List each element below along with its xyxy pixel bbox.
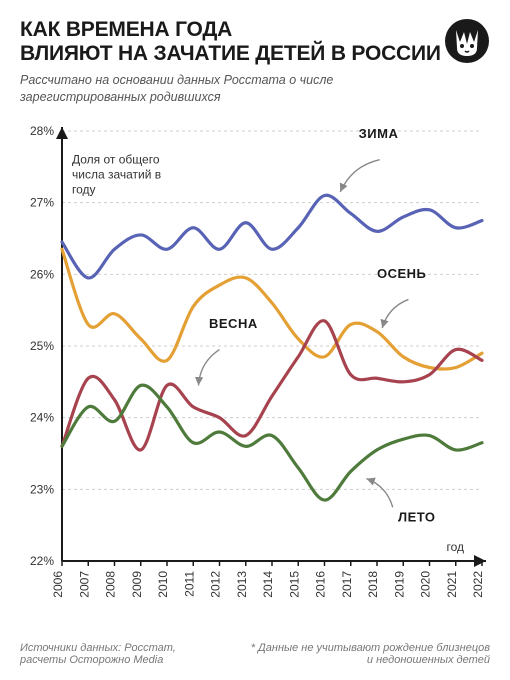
title-line-1: КАК ВРЕМЕНА ГОДА	[20, 18, 490, 42]
svg-text:27%: 27%	[30, 195, 54, 209]
series-label-ОСЕНЬ: ОСЕНЬ	[377, 266, 426, 281]
svg-text:Доля от общего: Доля от общего	[72, 152, 160, 166]
header: КАК ВРЕМЕНА ГОДА ВЛИЯЮТ НА ЗАЧАТИЕ ДЕТЕЙ…	[0, 0, 510, 111]
label-arrow	[199, 349, 220, 385]
svg-text:2012: 2012	[209, 570, 223, 597]
page-title: КАК ВРЕМЕНА ГОДА ВЛИЯЮТ НА ЗАЧАТИЕ ДЕТЕЙ…	[20, 18, 490, 66]
svg-text:2007: 2007	[77, 570, 91, 597]
logo-icon	[444, 18, 490, 64]
svg-text:2020: 2020	[419, 570, 433, 597]
chart: 23% 24% 25% 26% 27% 28% 22% 2006 2007 2008 2009 201…	[20, 121, 490, 626]
svg-text:28%: 28%	[30, 124, 54, 138]
series-ВЕСНА	[62, 320, 482, 449]
svg-text:24%: 24%	[30, 410, 54, 424]
chart-svg: 23% 24% 25% 26% 27% 28% 22% 2006 2007 2008 2009 201…	[20, 121, 490, 621]
svg-text:2017: 2017	[340, 570, 354, 597]
subtitle: Рассчитано на основании данных Росстата …	[20, 72, 440, 105]
svg-text:25%: 25%	[30, 339, 54, 353]
svg-text:26%: 26%	[30, 267, 54, 281]
svg-text:год: год	[446, 540, 464, 554]
svg-text:2022: 2022	[471, 570, 485, 597]
footer-note: * Данные не учитывают рождение близнецов…	[250, 642, 490, 666]
svg-text:2011: 2011	[182, 570, 196, 596]
svg-text:2006: 2006	[51, 570, 65, 597]
svg-text:2016: 2016	[314, 570, 328, 597]
label-arrow	[382, 299, 408, 328]
footer: Источники данных: Росстат, расчеты Остор…	[20, 642, 490, 666]
series-ЛЕТО	[62, 385, 482, 500]
svg-text:2008: 2008	[104, 570, 118, 597]
svg-text:2009: 2009	[130, 570, 144, 597]
svg-text:2010: 2010	[156, 570, 170, 597]
series-label-ВЕСНА: ВЕСНА	[209, 316, 258, 331]
svg-text:2015: 2015	[287, 570, 301, 597]
svg-text:2018: 2018	[366, 570, 380, 597]
series-label-ЛЕТО: ЛЕТО	[398, 509, 436, 524]
title-line-2: ВЛИЯЮТ НА ЗАЧАТИЕ ДЕТЕЙ В РОССИИ	[20, 42, 490, 66]
svg-text:22%: 22%	[30, 554, 54, 568]
svg-text:23%: 23%	[30, 482, 54, 496]
svg-text:2021: 2021	[445, 570, 459, 597]
footer-source: Источники данных: Росстат, расчеты Остор…	[20, 642, 220, 666]
svg-text:году: году	[72, 182, 96, 196]
label-arrow	[340, 159, 379, 191]
svg-text:2014: 2014	[261, 570, 275, 597]
series-label-ЗИМА: ЗИМА	[359, 126, 399, 141]
label-arrow	[367, 478, 393, 507]
svg-text:2019: 2019	[392, 570, 406, 597]
svg-text:2013: 2013	[235, 570, 249, 597]
svg-text:числа зачатий в: числа зачатий в	[72, 167, 161, 181]
